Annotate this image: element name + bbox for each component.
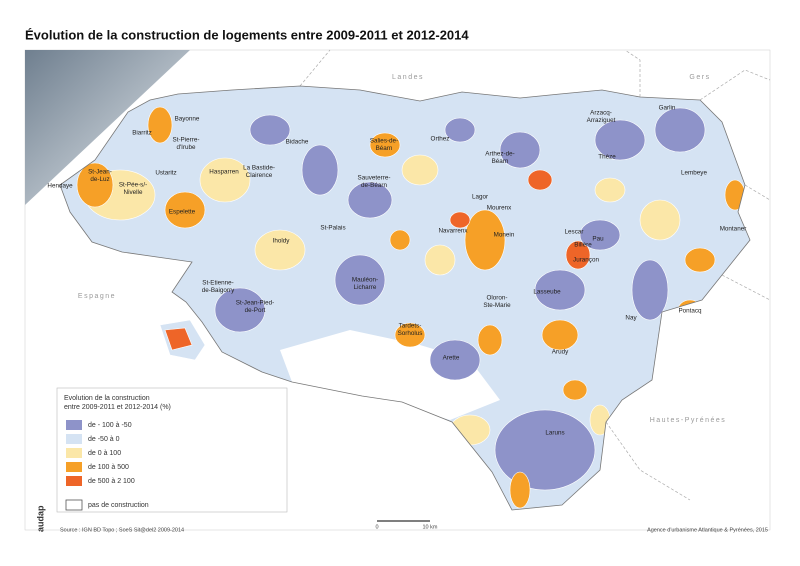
town-label: Arette bbox=[443, 355, 460, 362]
town-label: Garlin bbox=[659, 105, 676, 112]
region-label: Hautes-Pyrénées bbox=[650, 417, 727, 424]
town-label: Lescar bbox=[565, 229, 584, 236]
town-label: d'Irube bbox=[176, 144, 196, 151]
town-label: Pontacq bbox=[678, 308, 702, 315]
source: Source : IGN BD Topo ; SoeS Sit@del2 200… bbox=[60, 527, 184, 533]
town-label: Arraziguet bbox=[587, 117, 616, 124]
legend-label: de 500 à 2 100 bbox=[88, 478, 135, 485]
town-label: Nivelle bbox=[124, 189, 143, 196]
town-label: Salies-de- bbox=[370, 138, 398, 145]
town-label: Jurançon bbox=[573, 257, 599, 264]
ocean bbox=[25, 50, 190, 205]
legend-label: de 100 à 500 bbox=[88, 464, 129, 471]
scale-end: 10 km bbox=[423, 524, 438, 530]
town-label: Espelette bbox=[169, 209, 196, 216]
town-label: Lasseube bbox=[533, 289, 561, 296]
legend-label: de 0 à 100 bbox=[88, 450, 121, 457]
town-label: Arudy bbox=[552, 349, 569, 356]
town-label: de-Port bbox=[245, 307, 266, 314]
town-label: Lagor bbox=[472, 194, 488, 201]
region-label: Gers bbox=[689, 74, 710, 81]
town-label: Biarritz bbox=[132, 130, 152, 137]
logo: audap bbox=[35, 505, 45, 532]
town-label: Arzacq- bbox=[590, 110, 612, 117]
town-label: de-Baigorry bbox=[202, 287, 235, 294]
town-label: La Bastide- bbox=[243, 165, 275, 172]
town-label: de-Luz bbox=[90, 176, 109, 183]
town-label: Iholdy bbox=[273, 238, 291, 245]
town-label: Nay bbox=[625, 315, 637, 322]
town-label: Licharre bbox=[354, 284, 377, 291]
town-label: Mauléon- bbox=[352, 277, 378, 284]
legend-swatch bbox=[66, 420, 82, 430]
town-label: Montaner bbox=[720, 226, 747, 233]
region-label: Espagne bbox=[78, 293, 116, 300]
town-label: Ustaritz bbox=[155, 170, 176, 177]
credit: Agence d'urbanisme Atlantique & Pyrénées… bbox=[647, 527, 768, 533]
legend-label: pas de construction bbox=[88, 502, 149, 509]
town-label: Clairence bbox=[246, 172, 273, 179]
legend-title: Evolution de la construction bbox=[64, 395, 150, 402]
title: Évolution de la construction de logement… bbox=[25, 27, 469, 42]
town-label: de-Béarn bbox=[361, 182, 387, 189]
legend-swatch bbox=[66, 476, 82, 486]
town-label: St-Jean-Pied- bbox=[236, 300, 275, 307]
town-label: Bayonne bbox=[175, 116, 200, 123]
legend-swatch bbox=[66, 462, 82, 472]
town-label: Ste-Marie bbox=[483, 302, 511, 309]
town-label: St-Pée-s/- bbox=[119, 182, 147, 189]
legend-label: de - 100 à -50 bbox=[88, 422, 132, 429]
town-label: St-Palais bbox=[320, 225, 345, 232]
town-label: Pau bbox=[592, 236, 604, 243]
town-label: Hendaye bbox=[47, 183, 73, 190]
communes bbox=[60, 86, 750, 510]
legend-swatch bbox=[66, 448, 82, 458]
town-label: St-Pierre- bbox=[173, 137, 200, 144]
town-label: Lembeye bbox=[681, 170, 707, 177]
town-label: Monein bbox=[494, 232, 515, 239]
town-label: Béarn bbox=[492, 158, 509, 165]
legend-swatch bbox=[66, 434, 82, 444]
town-label: Sorholus bbox=[398, 330, 423, 337]
region-label: Landes bbox=[392, 74, 424, 81]
town-label: Arthez-de- bbox=[485, 151, 514, 158]
town-label: Laruns bbox=[545, 430, 564, 437]
town-label: St-Jean- bbox=[88, 169, 112, 176]
town-label: Oloron- bbox=[487, 295, 508, 302]
legend-label: de -50 à 0 bbox=[88, 436, 120, 443]
town-label: Hasparren bbox=[209, 169, 239, 176]
legend-box bbox=[56, 387, 288, 513]
town-label: Orthez bbox=[431, 136, 450, 143]
town-label: Bidache bbox=[286, 139, 309, 146]
legend-title: entre 2009-2011 et 2012-2014 (%) bbox=[64, 404, 171, 411]
town-label: Tardets- bbox=[399, 323, 422, 330]
town-label: Mourenx bbox=[487, 205, 512, 212]
legend-swatch bbox=[65, 499, 83, 511]
town-label: St-Etienne- bbox=[202, 280, 234, 287]
town-label: Thèze bbox=[598, 154, 616, 161]
town-label: Sauveterre- bbox=[358, 175, 391, 182]
town-label: Béarn bbox=[376, 145, 393, 152]
town-label: Billère bbox=[574, 242, 592, 249]
borders bbox=[299, 49, 771, 501]
scale-start: 0 bbox=[375, 524, 378, 530]
town-label: Navarrenx bbox=[438, 228, 468, 235]
commune-patch bbox=[164, 327, 193, 351]
